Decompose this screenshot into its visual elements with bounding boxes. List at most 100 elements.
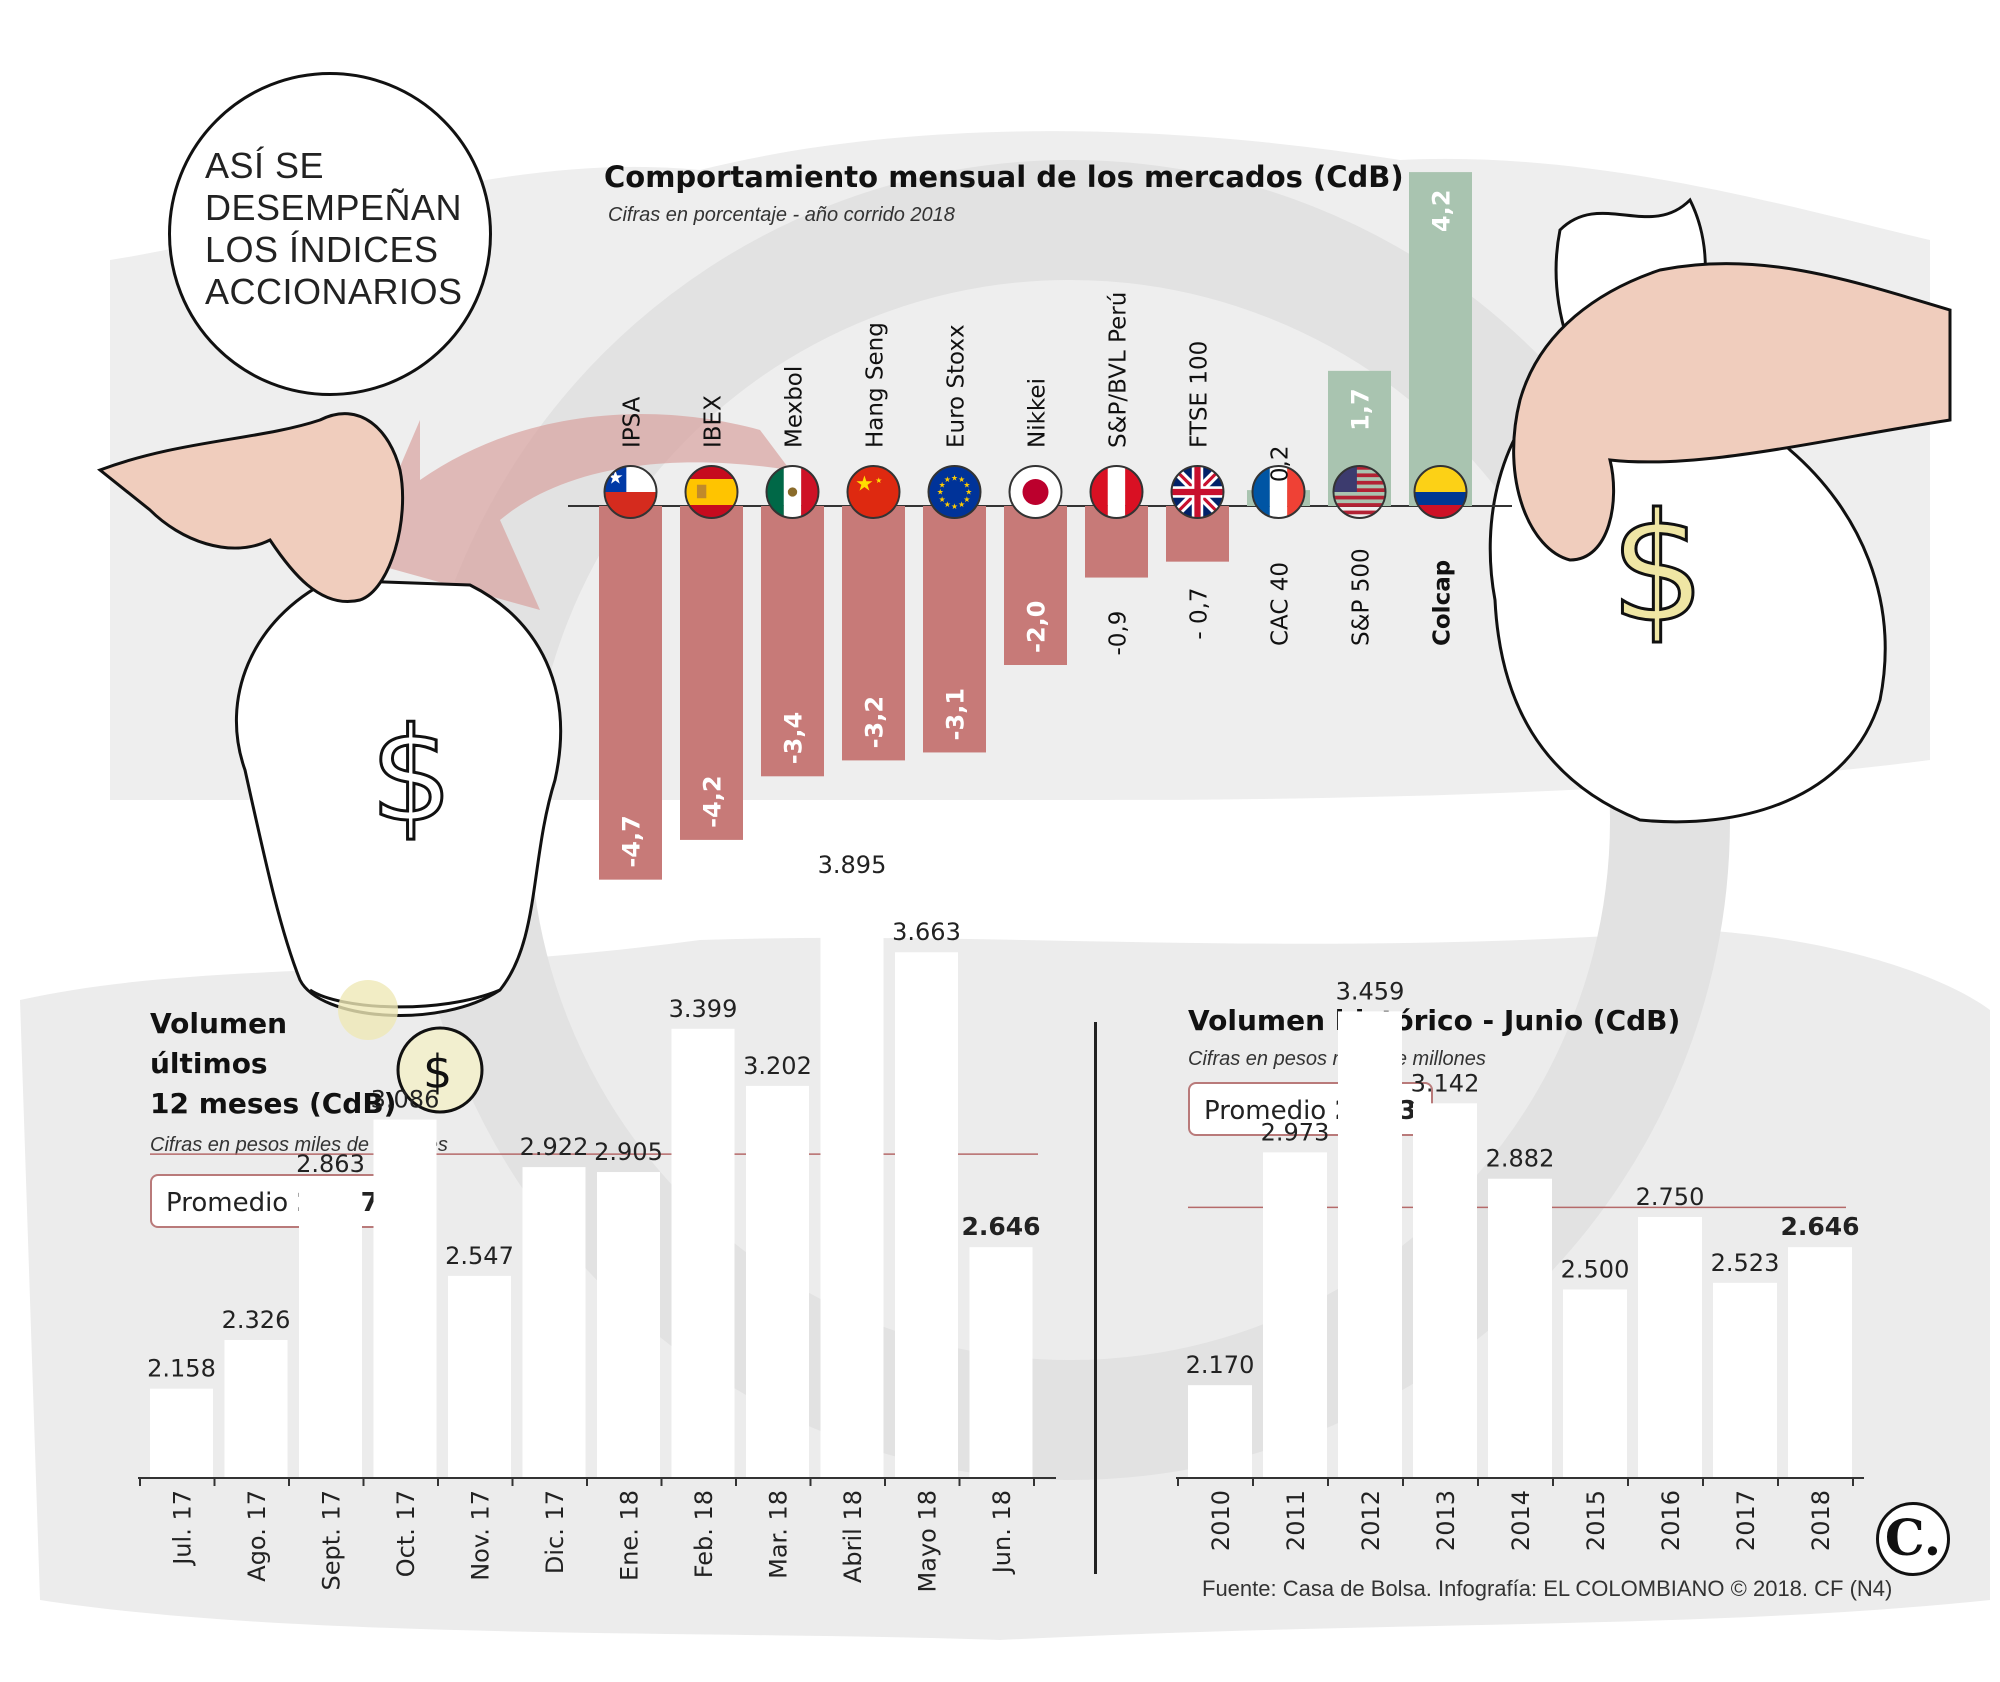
flag-hang-seng: ★ ★ bbox=[846, 465, 901, 519]
monthly-bar-ene-18 bbox=[597, 1172, 660, 1478]
left-hand bbox=[97, 412, 405, 603]
june-bar-2013 bbox=[1413, 1103, 1477, 1478]
monthly-category-label: Mar. 18 bbox=[765, 1490, 793, 1579]
china-flag: ★ ★ bbox=[847, 466, 900, 518]
monthly-value-label: 3.663 bbox=[892, 918, 961, 946]
monthly-category-label: Mayo 18 bbox=[914, 1490, 942, 1592]
markets-category-label: Euro Stoxx bbox=[944, 324, 970, 448]
flag-euro-stoxx: ★★★★★★★★★ ★ ★★ bbox=[927, 465, 982, 519]
usa-flag bbox=[1333, 466, 1386, 515]
monthly-bar-dic-17 bbox=[522, 1167, 586, 1478]
spain-flag-ring bbox=[684, 465, 739, 519]
monthly-value-label: 2.905 bbox=[594, 1138, 663, 1166]
monthly-bar-sept-17 bbox=[299, 1184, 362, 1478]
uk-flag bbox=[1171, 466, 1224, 518]
june-category-label: 2010 bbox=[1207, 1490, 1235, 1551]
headline-line-2: DESEMPEÑAN bbox=[205, 187, 463, 228]
usa-flag-ring bbox=[1332, 465, 1387, 519]
markets-value-label: - 0,7 bbox=[1187, 587, 1213, 639]
june-bar-2018 bbox=[1788, 1247, 1852, 1478]
flag-ibex bbox=[684, 465, 739, 519]
june-value-label: 2.500 bbox=[1561, 1256, 1630, 1284]
eu-flag-star-11: ★ bbox=[958, 475, 965, 484]
monthly-bar-mayo-18 bbox=[895, 952, 958, 1478]
monthly-category-label: Ago. 17 bbox=[243, 1490, 271, 1582]
flag-nikkei bbox=[1008, 465, 1063, 519]
monthly-value-label: 2.646 bbox=[961, 1212, 1040, 1241]
france-flag-white bbox=[1269, 466, 1288, 518]
monthly-bar-jul-17 bbox=[150, 1388, 213, 1478]
source-credit: Fuente: Casa de Bolsa. Infografía: EL CO… bbox=[1202, 1576, 1893, 1601]
coin-dollar: $ bbox=[423, 1045, 452, 1099]
june-bar-2015 bbox=[1563, 1289, 1627, 1478]
monthly-volume-title-line-3: 12 meses (CdB) bbox=[150, 1087, 397, 1120]
france-flag-ring bbox=[1251, 465, 1306, 519]
markets-chart-subtitle: Cifras en porcentaje - año corrido 2018 bbox=[608, 204, 955, 226]
usa-flag-stripe-4 bbox=[1333, 488, 1386, 492]
monthly-value-label: 3.086 bbox=[371, 1086, 440, 1114]
monthly-category-label: Ene. 18 bbox=[616, 1490, 644, 1581]
spain-flag-crest bbox=[696, 484, 707, 499]
monthly-category-label: Jul. 17 bbox=[169, 1490, 197, 1567]
markets-value-label: -3,4 bbox=[780, 712, 808, 764]
june-value-label: 3.459 bbox=[1336, 977, 1405, 1005]
monthly-value-label: 3.202 bbox=[743, 1052, 812, 1080]
flag-s-p-500 bbox=[1332, 465, 1387, 519]
right-bag-dollar: $ bbox=[1610, 482, 1705, 656]
eu-flag-star-9: ★ bbox=[944, 475, 951, 484]
markets-category-label: IPSA bbox=[620, 396, 646, 448]
eu-flag-star-1: ★ bbox=[965, 488, 972, 497]
june-category-label: 2017 bbox=[1732, 1490, 1760, 1551]
monthly-bar-mar-18 bbox=[746, 1085, 809, 1478]
falling-coin bbox=[396, 1026, 484, 1114]
markets-category-label: FTSE 100 bbox=[1187, 341, 1213, 448]
monthly-bar-abril-18 bbox=[820, 884, 884, 1478]
june-category-label: 2018 bbox=[1807, 1490, 1835, 1551]
monthly-category-label: Jun. 18 bbox=[988, 1490, 1016, 1575]
headline-line-3: LOS ÍNDICES bbox=[205, 229, 439, 270]
june-bar-2017 bbox=[1713, 1282, 1777, 1478]
eu-flag-star-12: ★ bbox=[963, 480, 970, 489]
june-category-label: 2013 bbox=[1432, 1490, 1460, 1551]
markets-bar-hang-seng bbox=[842, 506, 905, 761]
monthly-value-label: 2.158 bbox=[147, 1355, 216, 1383]
monthly-category-label: Dic. 17 bbox=[541, 1490, 569, 1574]
june-value-label: 2.882 bbox=[1486, 1145, 1555, 1173]
monthly-value-label: 2.326 bbox=[222, 1306, 291, 1334]
peru-flag-white bbox=[1107, 466, 1126, 518]
monthly-bar-ago-17 bbox=[224, 1339, 288, 1478]
markets-value-label: -4,7 bbox=[618, 815, 646, 867]
eu-flag-ring bbox=[927, 465, 982, 519]
june-volume-subtitle: Cifras en pesos miles de millones bbox=[1188, 1048, 1486, 1070]
monthly-bar-nov-17 bbox=[448, 1275, 511, 1478]
monthly-value-label: 3.399 bbox=[669, 995, 738, 1023]
japan-flag-ring bbox=[1008, 465, 1063, 519]
coin-glow bbox=[338, 980, 398, 1040]
usa-flag-stripe-5 bbox=[1333, 495, 1386, 500]
june-category-label: 2015 bbox=[1582, 1490, 1610, 1551]
monthly-category-label: Oct. 17 bbox=[392, 1490, 420, 1577]
markets-value-label: -3,1 bbox=[942, 688, 970, 740]
headline-circle: ASÍ SE DESEMPEÑAN LOS ÍNDICES ACCIONARIO… bbox=[168, 72, 492, 396]
mexico-flag-eagle bbox=[787, 487, 798, 497]
spain-flag bbox=[685, 466, 738, 518]
markets-value-label: -3,2 bbox=[861, 696, 889, 748]
june-bar-2014 bbox=[1488, 1178, 1552, 1478]
usa-flag-stripe-3 bbox=[1333, 480, 1386, 485]
monthly-bar-oct-17 bbox=[373, 1119, 437, 1478]
mexico-flag-ring bbox=[765, 465, 820, 519]
june-bar-2016 bbox=[1638, 1217, 1702, 1478]
markets-bar-ibex bbox=[680, 506, 743, 840]
markets-value-label: 1,7 bbox=[1347, 388, 1375, 431]
markets-category-label: Colcap bbox=[1430, 560, 1456, 646]
june-category-label: 2012 bbox=[1357, 1490, 1385, 1551]
peru-flag-ring bbox=[1089, 465, 1144, 519]
monthly-bar-jun-18 bbox=[969, 1247, 1033, 1478]
monthly-category-label: Nov. 17 bbox=[467, 1490, 495, 1581]
spain-flag-yellow bbox=[685, 479, 738, 505]
markets-value-label: -4,2 bbox=[699, 775, 727, 827]
